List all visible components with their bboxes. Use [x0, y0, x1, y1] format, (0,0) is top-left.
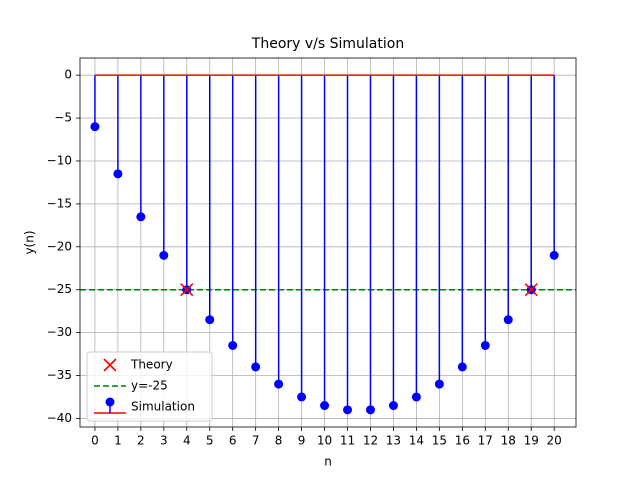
stem-marker: [480, 340, 490, 350]
legend-box: [86, 351, 213, 422]
y-tick-label: −40: [47, 411, 72, 425]
x-tick-label: 6: [229, 434, 237, 448]
stem-marker: [503, 315, 513, 325]
x-tick-label: 9: [298, 434, 306, 448]
x-axis-label: n: [324, 455, 332, 469]
legend-theory-stroke: [103, 358, 117, 372]
stem-marker: [159, 250, 169, 260]
legend-label: y=-25: [131, 379, 168, 393]
x-tick-label: 19: [524, 434, 539, 448]
x-tick-label: 0: [91, 434, 99, 448]
legend-label: Theory: [130, 358, 173, 372]
x-tick-label: 8: [275, 434, 283, 448]
x-tick-label: 18: [501, 434, 516, 448]
stem-marker: [228, 340, 238, 350]
x-tick-label: 3: [160, 434, 168, 448]
stem-marker: [388, 401, 398, 411]
chart-title: Theory v/s Simulation: [251, 36, 404, 52]
stem-marker: [136, 212, 146, 222]
axes-frame: [79, 57, 577, 428]
stem-marker: [365, 405, 375, 415]
stem-marker: [251, 362, 261, 372]
x-tick-label: 13: [386, 434, 401, 448]
legend-theory-handle: [103, 358, 117, 372]
y-tick-label: −35: [47, 368, 72, 382]
x-tick-label: 2: [137, 434, 145, 448]
stem-marker: [205, 315, 215, 325]
y-tick-label: 0: [64, 68, 72, 82]
x-tick-label: 7: [252, 434, 260, 448]
stem-marker: [549, 250, 559, 260]
x-tick-label: 20: [547, 434, 562, 448]
y-tick-label: −25: [47, 282, 72, 296]
x-tick-label: 11: [340, 434, 355, 448]
y-tick-label: −10: [47, 153, 72, 167]
theory-marker: [180, 283, 194, 297]
stem-marker: [274, 379, 284, 389]
x-tick-label: 15: [432, 434, 447, 448]
stem-marker: [90, 122, 100, 132]
stem-marker: [297, 392, 307, 402]
legend-simulation-marker: [105, 397, 115, 407]
y-tick-label: −15: [47, 196, 72, 210]
y-tick-label: −5: [54, 111, 72, 125]
x-tick-label: 17: [478, 434, 493, 448]
y-tick-label: −20: [47, 239, 72, 253]
x-tick-label: 1: [114, 434, 122, 448]
stem-marker: [411, 392, 421, 402]
x-tick-label: 4: [183, 434, 191, 448]
stem-marker: [320, 401, 330, 411]
stem-marker: [343, 405, 353, 415]
theory-marker-stroke: [180, 283, 194, 297]
x-tick-label: 16: [455, 434, 470, 448]
theory-marker-stroke: [524, 283, 538, 297]
x-tick-label: 10: [317, 434, 332, 448]
stem-marker: [113, 169, 123, 179]
stem-marker: [434, 379, 444, 389]
legend-label: Simulation: [131, 400, 195, 414]
y-axis-label: y(n): [23, 230, 37, 254]
y-tick-label: −30: [47, 325, 72, 339]
x-tick-label: 12: [363, 434, 378, 448]
x-tick-label: 14: [409, 434, 424, 448]
stem-marker: [457, 362, 467, 372]
x-tick-label: 5: [206, 434, 214, 448]
theory-marker: [524, 283, 538, 297]
